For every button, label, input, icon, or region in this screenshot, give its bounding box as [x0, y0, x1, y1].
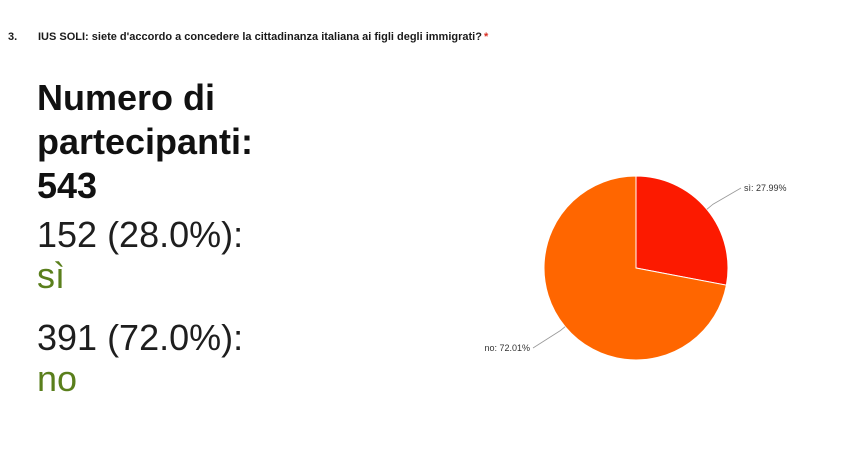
answer-no-block: 391 (72.0%): no	[37, 317, 337, 399]
participants-label-line2: partecipanti:	[37, 121, 254, 162]
required-asterisk: *	[483, 31, 489, 43]
answer-si-count: 152 (28.0%):	[37, 214, 244, 255]
question-header: 3. IUS SOLI: siete d'accordo a concedere …	[8, 31, 488, 43]
pie-slice-no-label: no: 72.01%	[484, 343, 530, 353]
participants-block: Numero di partecipanti: 543	[37, 76, 337, 208]
participants-label-line1: Numero di	[37, 77, 216, 118]
answer-si-label: sì	[37, 255, 66, 296]
pie-slice-si	[635, 175, 729, 286]
pie-slice-no	[543, 175, 727, 361]
answer-si-block: 152 (28.0%): sì	[37, 214, 337, 296]
question-text: IUS SOLI: siete d'accordo a concedere la…	[38, 31, 482, 43]
participants-count: 543	[37, 165, 98, 206]
answer-no-count: 391 (72.0%):	[37, 317, 244, 358]
pie-slice-si-label: sì: 27.99%	[744, 183, 787, 193]
answer-no-label: no	[37, 358, 78, 399]
pie-slice-no-leader-line	[532, 326, 566, 349]
question-number: 3.	[8, 31, 18, 43]
results-summary: Numero di partecipanti: 543 152 (28.0%):…	[37, 76, 337, 399]
pie-slice-si-leader-line	[706, 187, 742, 210]
